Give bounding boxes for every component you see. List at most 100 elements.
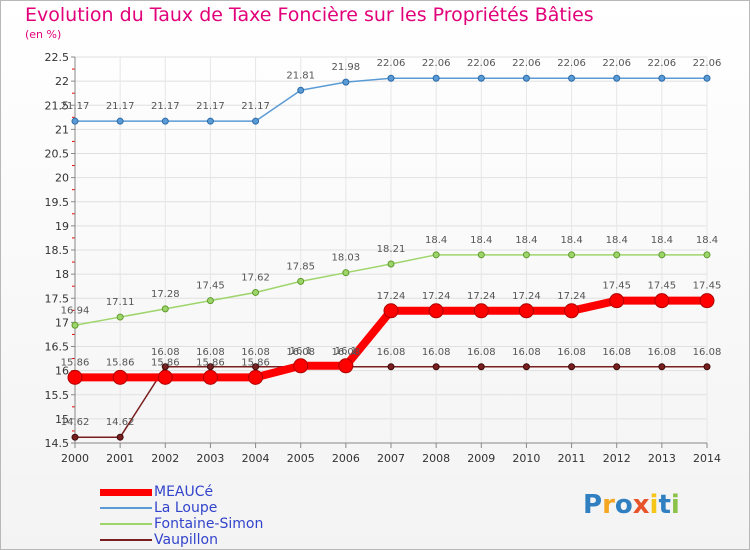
x-tick-label: 2006: [332, 452, 360, 465]
data-label-fontaine-simon: 18.03: [332, 253, 361, 264]
data-point-vaupillon: [477, 363, 485, 371]
data-label-vaupillon: 14.62: [106, 417, 135, 428]
data-label-vaupillon: 16.08: [557, 347, 586, 358]
axes: 14.5 15 15.5 16 16.5 17 17.5 18 18.5 19 19.5 20 20.5…: [45, 51, 722, 465]
data-label-la-loupe: 21.81: [286, 70, 315, 81]
data-label-fontaine-simon: 18.4: [515, 235, 537, 246]
data-label-la-loupe: 22.06: [602, 58, 631, 69]
data-point-vaupillon: [613, 363, 621, 371]
data-point-fontaine-simon: [297, 277, 305, 285]
x-tick-label: 2003: [196, 452, 224, 465]
y-tick-label: 20.5: [45, 148, 70, 161]
data-point-meauc: [564, 303, 580, 319]
data-label-la-loupe: 22.06: [557, 58, 586, 69]
x-tick-label: 2007: [377, 452, 405, 465]
data-label-la-loupe: 21.17: [106, 101, 135, 112]
x-tick-label: 2004: [242, 452, 270, 465]
data-point-la-loupe: [613, 74, 621, 82]
series-layer: [67, 74, 715, 441]
legend-swatch-la-loupe: [100, 507, 152, 509]
data-point-fontaine-simon: [477, 251, 485, 259]
data-point-meauc: [293, 358, 309, 374]
data-label-meauc: 17.45: [602, 281, 631, 292]
data-point-la-loupe: [387, 74, 395, 82]
data-label-meauc: 17.24: [557, 291, 586, 302]
data-point-fontaine-simon: [252, 288, 260, 296]
x-tick-label: 2012: [603, 452, 631, 465]
logo-letter: i: [670, 490, 680, 520]
data-point-fontaine-simon: [432, 251, 440, 259]
data-label-fontaine-simon: 17.11: [106, 297, 135, 308]
data-label-vaupillon: 16.08: [151, 347, 180, 358]
data-label-vaupillon: 16.08: [332, 347, 361, 358]
data-point-vaupillon: [206, 363, 214, 371]
data-label-la-loupe: 21.98: [332, 62, 361, 73]
data-label-meauc: 16.1: [335, 346, 357, 357]
data-label-la-loupe: 22.06: [422, 58, 451, 69]
data-point-meauc: [112, 369, 128, 385]
data-point-fontaine-simon: [658, 251, 666, 259]
data-point-la-loupe: [297, 86, 305, 94]
data-label-fontaine-simon: 18.4: [606, 235, 628, 246]
data-point-meauc: [67, 369, 83, 385]
data-point-meauc: [383, 303, 399, 319]
y-tick-label: 19.5: [45, 196, 70, 209]
data-point-fontaine-simon: [161, 305, 169, 313]
legend-label-la-loupe: La Loupe: [154, 500, 218, 516]
logo-letter: x: [632, 490, 650, 520]
y-tick-label: 15: [55, 413, 69, 426]
data-point-fontaine-simon: [342, 269, 350, 277]
data-point-vaupillon: [522, 363, 530, 371]
data-point-vaupillon: [432, 363, 440, 371]
data-point-la-loupe: [703, 74, 711, 82]
data-label-la-loupe: 22.06: [467, 58, 496, 69]
y-tick-label: 14.5: [45, 437, 70, 450]
y-tick-label: 18: [55, 268, 69, 281]
data-label-meauc: 16.1: [290, 346, 312, 357]
data-point-meauc: [202, 369, 218, 385]
y-tick-label: 17: [55, 316, 69, 329]
data-labels: 21.17 21.17 21.17 21.17 21.17 21.81 21.98 22.06…: [61, 58, 722, 428]
data-label-la-loupe: 22.06: [377, 58, 406, 69]
data-label-meauc: 17.45: [648, 281, 677, 292]
data-point-meauc: [473, 303, 489, 319]
legend-item-la-loupe: La Loupe: [100, 500, 320, 517]
legend-label-fontaine-simon: Fontaine-Simon: [154, 516, 264, 532]
y-tick-label: 22.5: [45, 51, 70, 64]
logo-letter: r: [602, 490, 615, 520]
data-label-meauc: 17.24: [422, 291, 451, 302]
data-label-meauc: 15.86: [241, 357, 270, 368]
data-label-meauc: 17.24: [467, 291, 496, 302]
legend-swatch-vaupillon: [100, 539, 152, 541]
x-tick-label: 2009: [467, 452, 495, 465]
data-point-meauc: [338, 358, 354, 374]
data-label-fontaine-simon: 17.62: [241, 272, 270, 283]
data-point-vaupillon: [658, 363, 666, 371]
data-point-la-loupe: [477, 74, 485, 82]
data-label-vaupillon: 16.08: [286, 347, 315, 358]
data-point-fontaine-simon: [522, 251, 530, 259]
data-label-vaupillon: 16.08: [602, 347, 631, 358]
data-label-vaupillon: 16.08: [377, 347, 406, 358]
data-point-la-loupe: [658, 74, 666, 82]
data-point-meauc: [518, 303, 534, 319]
data-label-meauc: 15.86: [196, 357, 225, 368]
y-tick-label: 16: [55, 365, 69, 378]
data-point-fontaine-simon: [703, 251, 711, 259]
data-point-vaupillon: [387, 363, 395, 371]
data-label-meauc: 15.86: [151, 357, 180, 368]
x-tick-label: 2005: [287, 452, 315, 465]
data-label-fontaine-simon: 17.85: [286, 261, 315, 272]
data-label-meauc: 17.24: [377, 291, 406, 302]
data-point-fontaine-simon: [71, 321, 79, 329]
y-tick-label: 19: [55, 220, 69, 233]
data-point-meauc: [609, 293, 625, 309]
x-tick-label: 2002: [151, 452, 179, 465]
data-label-fontaine-simon: 17.45: [196, 281, 225, 292]
logo-letter: o: [614, 490, 633, 520]
data-point-la-loupe: [522, 74, 530, 82]
grid: [74, 56, 708, 444]
logo-letter: P: [583, 490, 603, 520]
